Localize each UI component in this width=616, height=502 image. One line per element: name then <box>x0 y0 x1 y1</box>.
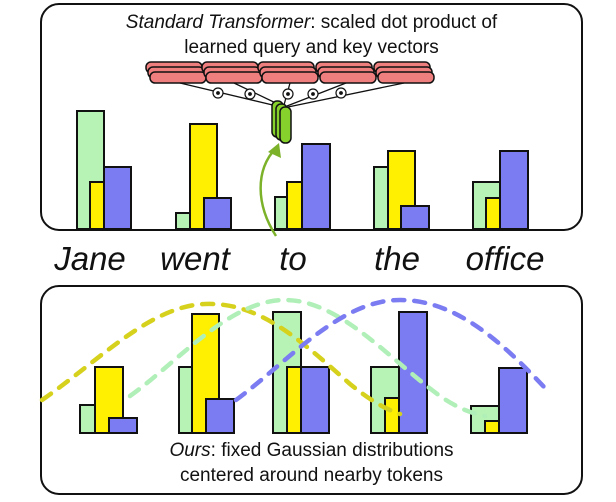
gaussian-blue <box>233 297 548 403</box>
top-bar-to-blue <box>301 143 331 230</box>
bottom-caption-emph: Ours <box>169 440 211 461</box>
gaussian-green <box>127 297 488 419</box>
bottom-caption: Ours: fixed Gaussian distributions cente… <box>41 438 582 488</box>
bottom-bar-jane-blue <box>108 417 138 434</box>
bottom-panel-frame <box>40 285 583 495</box>
query-vector <box>271 100 292 144</box>
bottom-bar-to-yellow <box>286 366 302 434</box>
query-arrow <box>259 143 281 237</box>
top-bar-jane-blue <box>103 166 132 230</box>
bottom-bar-to-blue <box>300 366 330 434</box>
token-jane: Jane <box>54 240 126 277</box>
token-went: went <box>160 240 230 277</box>
token-to: to <box>279 240 307 277</box>
bottom-caption-line1: Ours: fixed Gaussian distributions <box>41 438 582 463</box>
bottom-bar-group <box>79 311 528 434</box>
token-office: office <box>465 240 545 277</box>
top-bar-went-blue <box>203 197 232 230</box>
bottom-bar-the-yellow <box>384 397 400 434</box>
top-caption-rest: : scaled dot product of <box>310 12 498 33</box>
top-bar-group <box>76 110 529 230</box>
bottom-bar-went-blue <box>205 398 235 434</box>
top-caption-emph: Standard Transformer <box>125 12 311 33</box>
key-vector-2 <box>201 61 263 84</box>
key-vector-1 <box>145 61 207 84</box>
gaussian-curves <box>39 297 548 419</box>
token-the: the <box>374 240 420 277</box>
dot-product-symbols <box>212 87 347 100</box>
top-caption-line1: Standard Transformer: scaled dot product… <box>41 10 582 35</box>
top-caption-line2: learned query and key vectors <box>184 37 439 58</box>
key-vectors <box>145 61 435 84</box>
bottom-bar-office-blue <box>498 367 528 434</box>
top-caption: Standard Transformer: scaled dot product… <box>41 10 582 60</box>
key-vector-4 <box>315 61 377 84</box>
gaussian-yellow <box>39 301 403 417</box>
key-vector-3 <box>257 61 319 84</box>
bottom-bar-jane-green <box>79 404 96 434</box>
top-bar-jane-yellow <box>89 181 105 230</box>
top-bar-went-green <box>175 212 191 230</box>
key-vector-5 <box>373 61 435 84</box>
top-bar-office-blue <box>499 150 529 230</box>
bottom-caption-line2: centered around nearby tokens <box>179 465 443 486</box>
top-bar-office-yellow <box>485 197 501 230</box>
bottom-bar-office-yellow <box>484 420 500 434</box>
top-bar-the-blue <box>400 205 430 230</box>
bottom-caption-rest: : fixed Gaussian distributions <box>210 440 454 461</box>
top-bar-to-yellow <box>286 181 303 230</box>
